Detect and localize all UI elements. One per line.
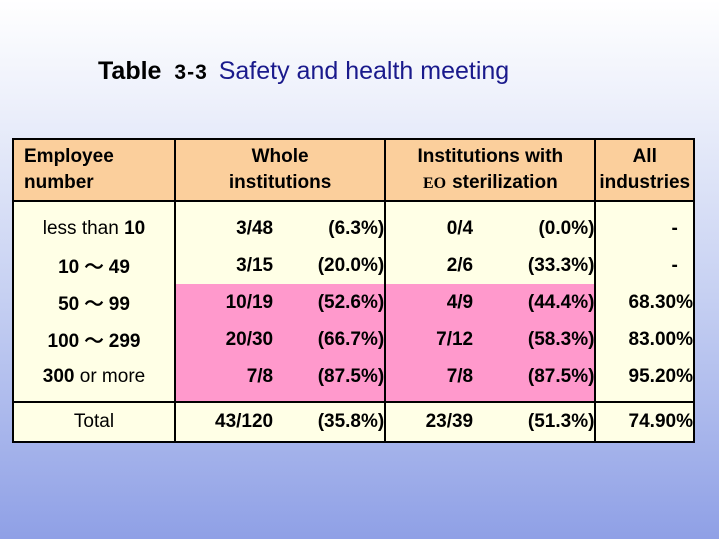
total-eo-fraction-cell: 23/39 <box>384 401 474 443</box>
whole-percent-cell: (66.7%) <box>273 321 386 358</box>
employee-cell: less than 10 <box>12 201 175 247</box>
header-whole-institutions: Whole institutions <box>173 138 386 202</box>
eo-fraction-cell: 7/8 <box>384 358 474 402</box>
total-eo-percent-cell: (51.3%) <box>473 401 596 443</box>
all-industries-cell: - <box>594 247 695 284</box>
total-whole-percent-cell: (35.8%) <box>273 401 386 443</box>
whole-percent-cell: (20.0%) <box>317 254 385 276</box>
eo-percent-cell: (0.0%) <box>538 217 595 239</box>
all-industries-cell: 83.00% <box>594 321 695 358</box>
all-industries-cell: - <box>594 201 695 247</box>
employee-cell: 10 〜 49 <box>12 247 175 284</box>
eo-fraction-cell: 4/9 <box>384 284 474 321</box>
table-row: less than 10 3/48 (6.3%) 0/4 (0.0%) - <box>12 201 695 247</box>
table-row: 10 〜 49 3/15 (20.0%) 2/6 (33.3%) - <box>12 247 695 284</box>
page-title: Table 3-3 Safety and health meeting <box>98 54 509 90</box>
whole-fraction-cell: 7/8 <box>173 358 274 402</box>
header-employee-number: Employee number <box>12 138 175 202</box>
eo-percent-cell: (33.3%) <box>527 254 595 276</box>
whole-percent-cell: (6.3%) <box>328 217 385 239</box>
table-total-row: Total 43/120 (35.8%) 23/39 (51.3%) 74.90… <box>12 401 695 443</box>
table-row: 50 〜 99 10/19 (52.6%) 4/9 (44.4%) 68.30% <box>12 284 695 321</box>
eo-percent-cell: (58.3%) <box>473 321 596 358</box>
whole-percent-cell: (52.6%) <box>273 284 386 321</box>
total-whole-fraction-cell: 43/120 <box>173 401 274 443</box>
title-label: Table <box>98 57 162 85</box>
eo-fraction-cell: 2/6 <box>384 247 474 284</box>
total-all-industries-cell: 74.90% <box>594 401 695 443</box>
table-row: 100 〜 299 20/30 (66.7%) 7/12 (58.3%) 83.… <box>12 321 695 358</box>
whole-fraction-cell: 20/30 <box>173 321 274 358</box>
header-all-industries: All industries <box>594 138 695 202</box>
whole-fraction-cell: 3/15 <box>173 247 274 284</box>
whole-percent-cell: (87.5%) <box>273 358 386 402</box>
title-number: 3-3 <box>174 61 208 84</box>
all-industries-cell: 95.20% <box>594 358 695 402</box>
eo-percent-cell: (87.5%) <box>473 358 596 402</box>
employee-cell: 300 or more <box>12 358 175 402</box>
eo-mark: EO <box>422 174 447 192</box>
table-row: 300 or more 7/8 (87.5%) 7/8 (87.5%) 95.2… <box>12 358 695 402</box>
employee-cell: 50 〜 99 <box>12 284 175 321</box>
whole-fraction-cell: 3/48 <box>173 201 274 247</box>
eo-fraction-cell: 7/12 <box>384 321 474 358</box>
employee-cell: 100 〜 299 <box>12 321 175 358</box>
header-eo-institutions: Institutions with EO sterilization <box>384 138 596 202</box>
total-label-cell: Total <box>12 401 175 443</box>
eo-percent-cell: (44.4%) <box>473 284 596 321</box>
eo-fraction-cell: 0/4 <box>384 201 474 247</box>
safety-meeting-table: Employee number Whole institutions Insti… <box>12 138 695 443</box>
all-industries-cell: 68.30% <box>594 284 695 321</box>
whole-fraction-cell: 10/19 <box>173 284 274 321</box>
table-header-row: Employee number Whole institutions Insti… <box>12 138 695 202</box>
title-text: Safety and health meeting <box>218 57 510 85</box>
